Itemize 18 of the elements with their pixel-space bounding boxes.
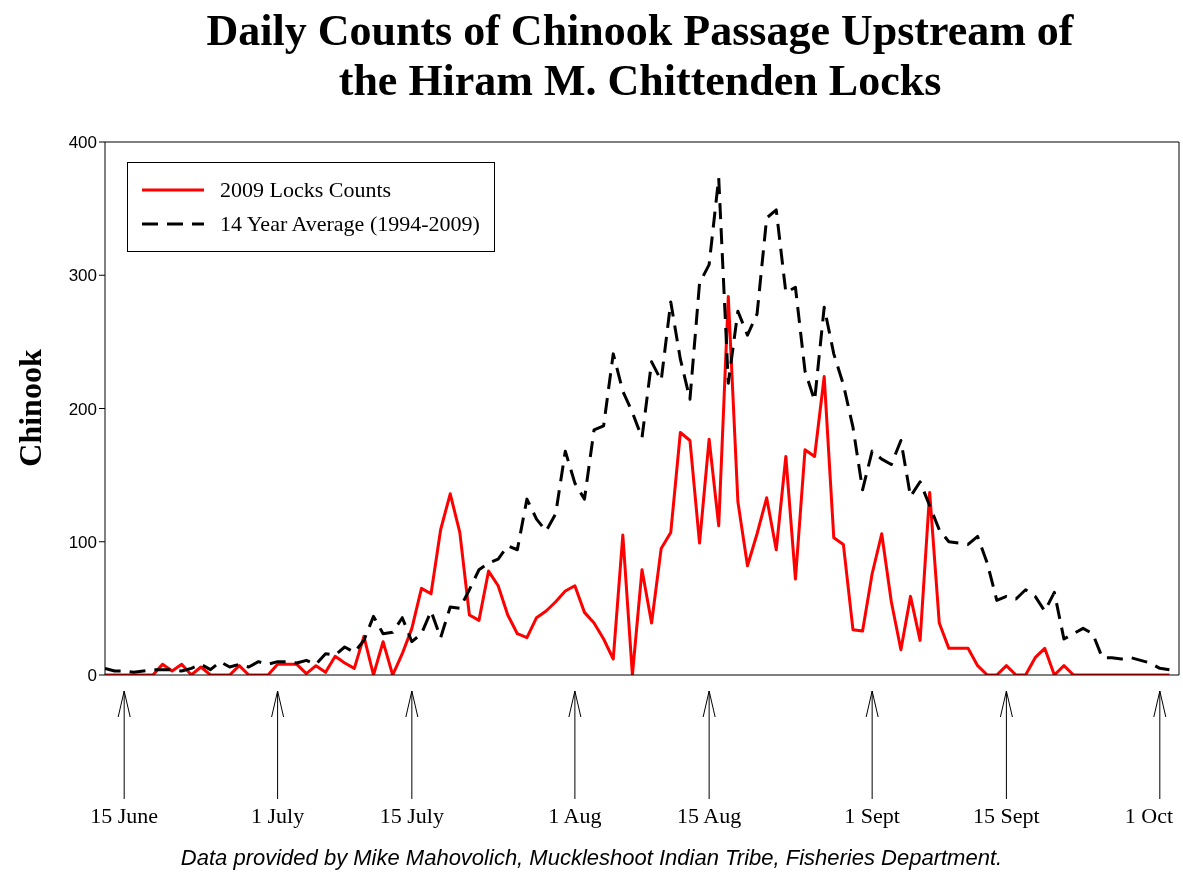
x-tick-label: 1 July — [251, 803, 305, 828]
x-tick-label: 15 Sept — [973, 803, 1040, 828]
x-tick-label: 15 June — [90, 803, 159, 828]
x-tick-label: 1 Sept — [844, 803, 900, 828]
y-tick-label: 400 — [68, 133, 97, 153]
text: Data provided by Mike Mahovolich, Muckleshoot Indian Tribe, Fisheries Department. — [179, 845, 1004, 871]
y-tick-label: 100 — [68, 532, 97, 552]
x-tick-label: 15 Aug — [677, 803, 742, 828]
legend-label: 14 Year Average (1994-2009) — [220, 211, 480, 237]
x-tick-label: 1 Oct — [1124, 803, 1174, 828]
x-tick-label: 1 Aug — [548, 803, 602, 828]
y-tick-label: 200 — [68, 399, 97, 419]
legend-label: 2009 Locks Counts — [220, 177, 392, 203]
chart-title: Daily Counts of Chinook Passage Upstream of the Hiram M. Chittenden Locks — [205, 6, 1075, 106]
y-tick-label: 300 — [68, 266, 97, 286]
x-tick-label: 15 July — [379, 803, 444, 828]
y-tick-label: 0 — [87, 666, 97, 686]
y-axis-title: Chinook — [11, 349, 49, 467]
